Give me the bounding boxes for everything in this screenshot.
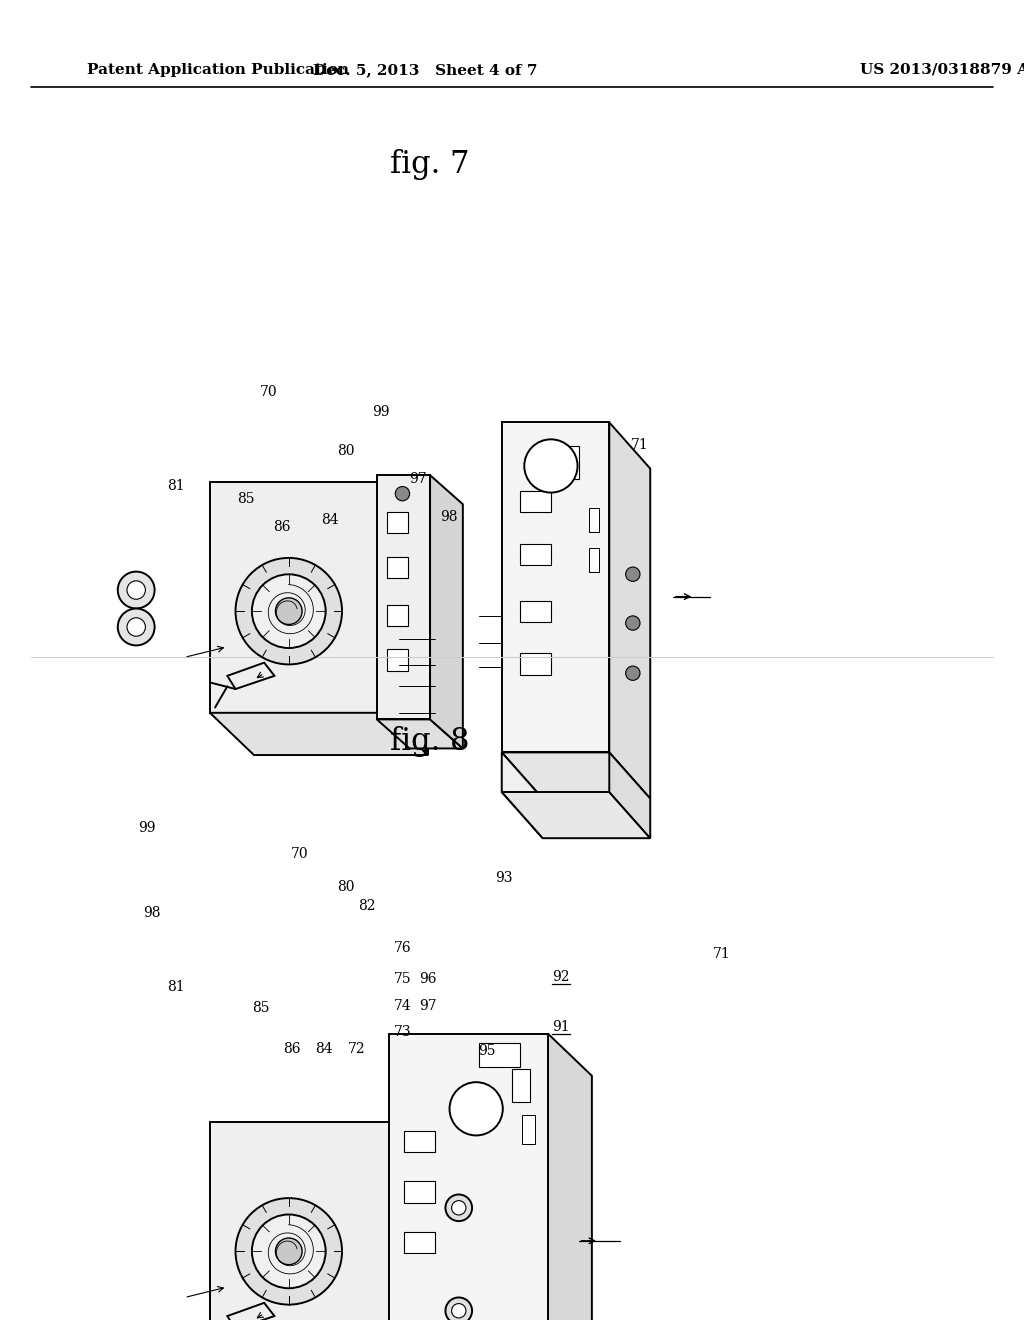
Polygon shape — [502, 752, 543, 838]
Text: 70: 70 — [259, 385, 278, 399]
Text: 86: 86 — [283, 1043, 301, 1056]
Bar — [520, 491, 551, 512]
Text: 98: 98 — [439, 511, 458, 524]
Text: 93: 93 — [495, 871, 513, 884]
Bar — [589, 548, 599, 572]
Circle shape — [626, 568, 640, 581]
Circle shape — [275, 1238, 302, 1265]
Polygon shape — [210, 1122, 389, 1320]
Circle shape — [445, 1195, 472, 1221]
Circle shape — [118, 572, 155, 609]
Circle shape — [445, 1298, 472, 1320]
Text: 80: 80 — [337, 445, 355, 458]
Circle shape — [127, 618, 145, 636]
Text: 99: 99 — [372, 405, 390, 418]
Text: 71: 71 — [631, 438, 649, 451]
Text: Dec. 5, 2013   Sheet 4 of 7: Dec. 5, 2013 Sheet 4 of 7 — [312, 63, 538, 77]
Circle shape — [236, 1199, 342, 1304]
Polygon shape — [377, 719, 463, 748]
Text: 91: 91 — [552, 1020, 570, 1034]
Text: 80: 80 — [337, 880, 355, 894]
Bar — [512, 1069, 530, 1102]
Text: fig. 7: fig. 7 — [390, 149, 470, 181]
Bar — [387, 557, 408, 578]
Bar — [520, 601, 551, 622]
Text: 75: 75 — [393, 973, 412, 986]
Text: 96: 96 — [419, 973, 437, 986]
Circle shape — [626, 667, 640, 680]
Polygon shape — [502, 422, 609, 752]
Polygon shape — [210, 713, 428, 755]
Text: 99: 99 — [137, 821, 156, 834]
Bar — [404, 1232, 435, 1253]
Bar — [522, 1115, 535, 1144]
Text: 86: 86 — [272, 520, 291, 533]
Polygon shape — [384, 482, 428, 755]
Polygon shape — [609, 752, 650, 838]
Text: 84: 84 — [321, 513, 339, 527]
Bar — [404, 1181, 435, 1203]
Text: 85: 85 — [237, 492, 255, 506]
Circle shape — [524, 440, 578, 492]
Polygon shape — [502, 752, 650, 799]
Circle shape — [395, 487, 410, 500]
Polygon shape — [389, 1034, 548, 1320]
Polygon shape — [430, 475, 463, 748]
Circle shape — [252, 1214, 326, 1288]
Circle shape — [450, 1082, 503, 1135]
Text: 92: 92 — [552, 970, 570, 983]
Polygon shape — [210, 482, 384, 713]
Bar — [560, 446, 579, 479]
Circle shape — [626, 616, 640, 630]
Text: 76: 76 — [393, 941, 412, 954]
Text: 72: 72 — [347, 1043, 366, 1056]
Bar — [589, 508, 599, 532]
Polygon shape — [502, 792, 650, 838]
Bar — [520, 653, 551, 675]
Text: 81: 81 — [167, 479, 185, 492]
Bar — [404, 1131, 435, 1152]
Circle shape — [275, 598, 302, 624]
Text: 82: 82 — [357, 899, 376, 912]
Text: 73: 73 — [393, 1026, 412, 1039]
Text: fig. 8: fig. 8 — [390, 726, 470, 758]
Circle shape — [252, 574, 326, 648]
Text: 95: 95 — [477, 1044, 496, 1057]
Bar — [387, 605, 408, 626]
Polygon shape — [377, 475, 430, 719]
Text: Patent Application Publication: Patent Application Publication — [87, 63, 349, 77]
Text: US 2013/0318879 A1: US 2013/0318879 A1 — [860, 63, 1024, 77]
Text: 97: 97 — [419, 999, 437, 1012]
Text: 70: 70 — [291, 847, 309, 861]
Circle shape — [236, 558, 342, 664]
Text: 71: 71 — [713, 948, 731, 961]
Bar — [520, 544, 551, 565]
Text: 85: 85 — [252, 1002, 270, 1015]
Text: 84: 84 — [314, 1043, 333, 1056]
Text: 81: 81 — [167, 981, 185, 994]
Bar — [387, 512, 408, 533]
Text: 74: 74 — [393, 999, 412, 1012]
Circle shape — [127, 581, 145, 599]
Circle shape — [452, 1304, 466, 1317]
Bar — [387, 649, 408, 671]
Circle shape — [452, 1201, 466, 1214]
Polygon shape — [609, 422, 650, 799]
Circle shape — [118, 609, 155, 645]
Bar — [479, 1043, 520, 1067]
Polygon shape — [548, 1034, 592, 1320]
Text: 98: 98 — [142, 907, 161, 920]
Text: 97: 97 — [409, 473, 427, 486]
